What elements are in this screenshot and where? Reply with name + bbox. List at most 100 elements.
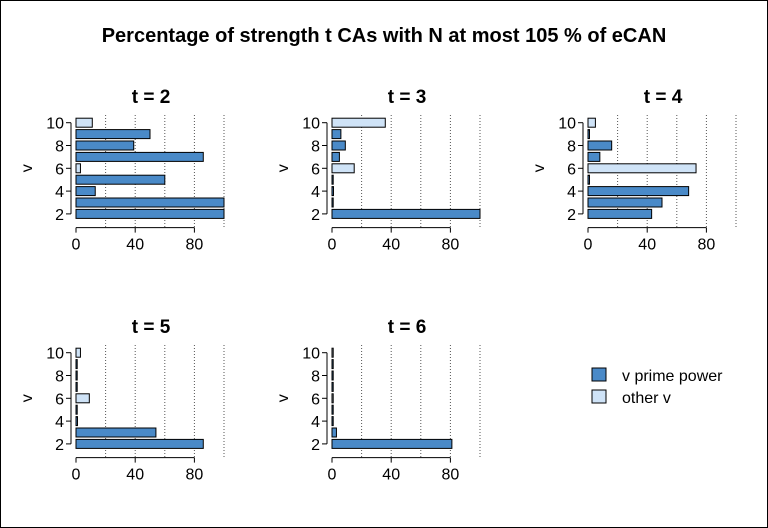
- bar-v5: [587, 174, 590, 185]
- bar-v8: [75, 370, 78, 381]
- bar-v8: [331, 140, 346, 151]
- x-tick-label: 40: [638, 237, 656, 254]
- y-tick-label: 6: [311, 161, 320, 178]
- bar-v5: [75, 174, 166, 185]
- x-tick-label: 0: [584, 237, 593, 254]
- panel-title: t = 4: [644, 87, 683, 108]
- bar-v9: [75, 359, 78, 370]
- y-tick-label: 4: [311, 184, 320, 201]
- y-tick-label: 2: [55, 437, 64, 454]
- x-tick-label: 40: [382, 237, 400, 254]
- y-axis-label: v: [19, 164, 36, 172]
- y-tick-label: 2: [311, 437, 320, 454]
- chart-title: Percentage of strength t CAs with N at m…: [102, 25, 667, 47]
- bar-v5: [331, 174, 334, 185]
- bar-v7: [75, 151, 204, 162]
- x-tick-label: 0: [72, 467, 81, 484]
- y-tick-label: 10: [558, 116, 576, 133]
- bar-v9: [331, 129, 342, 140]
- bar-v6: [331, 163, 355, 174]
- y-tick-label: 6: [55, 161, 64, 178]
- x-tick-label: 0: [328, 467, 337, 484]
- panel-title: t = 3: [388, 87, 427, 108]
- bar-v6: [75, 393, 90, 404]
- bar-v2: [331, 208, 481, 219]
- bar-v10: [587, 117, 596, 128]
- legend-label: other v: [622, 390, 671, 407]
- bar-v6: [331, 393, 334, 404]
- panel-t3: t = 3 0 40 80 2 4 6 8 10 v: [275, 87, 481, 254]
- bar-v4: [75, 186, 96, 197]
- y-axis-label: v: [19, 394, 36, 402]
- panel-title: t = 2: [132, 87, 171, 108]
- x-tick-label: 0: [72, 237, 81, 254]
- x-tick-label: 40: [382, 467, 400, 484]
- panel-t5: t = 5 0 40 80 2 4 6 8 10 v: [19, 317, 225, 484]
- y-tick-label: 4: [567, 184, 576, 201]
- bar-v4: [587, 186, 690, 197]
- y-axis-label: v: [275, 394, 292, 402]
- panel-t4: t = 4 0 40 80 2 4 6 8 10 v: [531, 87, 737, 254]
- y-tick-label: 8: [311, 369, 320, 386]
- legend-swatch: [591, 367, 607, 382]
- bar-v9: [331, 359, 334, 370]
- bar-v4: [75, 416, 78, 427]
- bar-v2: [331, 438, 453, 449]
- bar-v4: [331, 416, 334, 427]
- panel-title: t = 6: [388, 317, 427, 338]
- bar-v3: [75, 427, 157, 438]
- bar-v6: [75, 163, 81, 174]
- bar-v5: [75, 404, 78, 415]
- y-tick-label: 2: [567, 207, 576, 224]
- y-axis-label: v: [531, 164, 548, 172]
- x-tick-label: 80: [442, 467, 460, 484]
- bar-v7: [75, 381, 78, 392]
- y-tick-label: 10: [46, 346, 64, 363]
- x-tick-label: 40: [126, 237, 144, 254]
- y-tick-label: 4: [311, 414, 320, 431]
- bar-v8: [75, 140, 135, 151]
- legend-swatch: [591, 389, 607, 404]
- bar-v3: [331, 427, 337, 438]
- bar-v2: [75, 438, 204, 449]
- bar-v4: [331, 186, 334, 197]
- bar-v6: [587, 163, 697, 174]
- x-tick-label: 40: [126, 467, 144, 484]
- bar-v3: [587, 197, 663, 208]
- y-tick-label: 6: [55, 391, 64, 408]
- bar-v10: [331, 117, 386, 128]
- panel-title: t = 5: [132, 317, 171, 338]
- bar-v10: [331, 347, 334, 358]
- y-tick-label: 2: [55, 207, 64, 224]
- y-tick-label: 2: [311, 207, 320, 224]
- legend-label: v prime power: [622, 368, 723, 385]
- bar-v3: [75, 197, 225, 208]
- y-axis-label: v: [275, 164, 292, 172]
- legend: v prime power other v: [591, 367, 723, 407]
- y-tick-label: 8: [55, 139, 64, 156]
- bar-v8: [587, 140, 613, 151]
- bar-v7: [331, 381, 334, 392]
- x-tick-label: 80: [442, 237, 460, 254]
- y-tick-label: 10: [302, 116, 320, 133]
- y-tick-label: 8: [311, 139, 320, 156]
- x-tick-label: 80: [186, 237, 204, 254]
- bar-v7: [587, 151, 601, 162]
- y-tick-label: 8: [55, 369, 64, 386]
- bar-v10: [75, 347, 81, 358]
- bar-v2: [75, 208, 225, 219]
- bar-v2: [587, 208, 653, 219]
- panel-t6: t = 6 0 40 80 2 4 6 8 10 v: [275, 317, 481, 484]
- bar-v3: [331, 197, 334, 208]
- bar-v10: [75, 117, 93, 128]
- y-tick-label: 10: [46, 116, 64, 133]
- bar-v9: [75, 129, 151, 140]
- panel-t2: t = 2 0 40 80 2 4 6 8 10 v: [19, 87, 225, 254]
- x-tick-label: 80: [698, 237, 716, 254]
- bar-v8: [331, 370, 334, 381]
- bar-v9: [587, 129, 590, 140]
- y-tick-label: 6: [311, 391, 320, 408]
- y-tick-label: 6: [567, 161, 576, 178]
- y-tick-label: 4: [55, 414, 64, 431]
